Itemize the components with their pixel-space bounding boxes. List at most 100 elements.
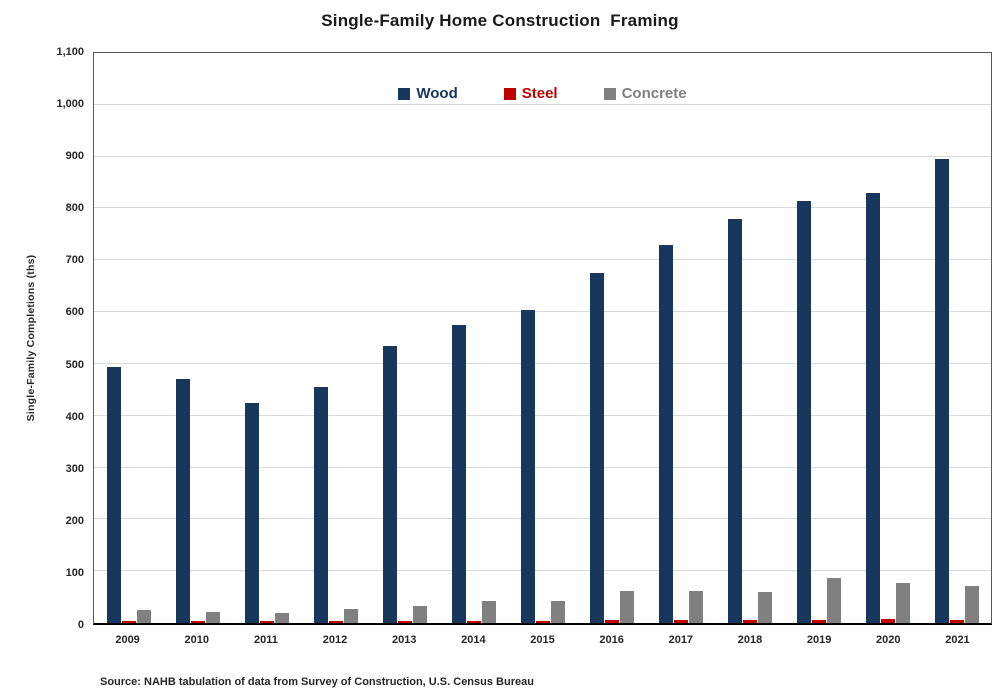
- gridline: [94, 311, 991, 313]
- y-tick-label-100: 100: [65, 566, 84, 579]
- bar-group-2011: [232, 53, 301, 623]
- bar-wood-2012: [313, 387, 328, 623]
- x-tick-label-2014: 2014: [461, 634, 486, 646]
- bar-group-2009: [94, 53, 163, 623]
- chart-legend: Wood Steel Concrete: [94, 85, 991, 102]
- bar-wood-2019: [796, 200, 811, 623]
- bar-steel-2021: [949, 620, 964, 623]
- bar-group-2021: [922, 53, 991, 623]
- x-tick-label-2018: 2018: [737, 634, 763, 646]
- bar-concrete-2016: [619, 590, 634, 623]
- x-tick-label-2009: 2009: [115, 634, 140, 646]
- plot-area: Wood Steel Concrete: [93, 52, 992, 625]
- x-tick-label-2021: 2021: [945, 634, 970, 646]
- x-tick-label-2015: 2015: [530, 634, 555, 646]
- bar-wood-2009: [106, 366, 121, 623]
- y-tick-label-500: 500: [65, 358, 84, 371]
- gridline: [94, 155, 991, 157]
- gridline: [94, 466, 991, 468]
- source-note: Source: NAHB tabulation of data from Sur…: [100, 676, 534, 688]
- bar-concrete-2019: [826, 577, 841, 623]
- legend-label-steel: Steel: [521, 85, 558, 102]
- bar-steel-2017: [673, 620, 688, 623]
- bar-group-2018: [715, 53, 784, 623]
- y-tick-label-800: 800: [65, 202, 84, 215]
- bar-steel-2011: [259, 620, 274, 623]
- bar-steel-2015: [535, 620, 550, 623]
- bar-wood-2016: [589, 273, 604, 623]
- x-tick-label-2019: 2019: [806, 634, 832, 646]
- bar-wood-2011: [244, 402, 259, 623]
- bar-wood-2015: [520, 309, 535, 623]
- bar-concrete-2015: [550, 600, 565, 623]
- bar-groups: [94, 53, 991, 623]
- y-tick-label-300: 300: [65, 462, 84, 475]
- gridline: [94, 103, 991, 105]
- bar-steel-2012: [328, 620, 343, 623]
- y-tick-label-600: 600: [65, 306, 84, 319]
- legend-label-concrete: Concrete: [621, 85, 687, 102]
- bar-steel-2010: [190, 620, 205, 623]
- bar-steel-2013: [397, 620, 412, 623]
- y-tick-label-0: 0: [77, 619, 84, 631]
- chart-title: Single-Family Home Construction Framing: [321, 11, 679, 30]
- legend-item-steel: Steel: [503, 85, 558, 102]
- gridline: [94, 570, 991, 572]
- gridline: [94, 207, 991, 209]
- bar-wood-2021: [934, 159, 949, 623]
- y-tick-label-900: 900: [65, 150, 84, 163]
- bar-group-2017: [646, 53, 715, 623]
- bar-group-2019: [784, 53, 853, 623]
- y-tick-label-400: 400: [65, 410, 84, 423]
- legend-item-wood: Wood: [398, 85, 458, 102]
- y-tick-label-700: 700: [65, 254, 84, 267]
- bar-steel-2009: [121, 621, 136, 623]
- bar-steel-2018: [742, 620, 757, 623]
- x-tick-label-2016: 2016: [599, 634, 624, 646]
- x-axis-labels: 2009 2010 2011 2012 2013 2014 2015 2016 2017 2018…: [93, 634, 992, 646]
- y-tick-label-1,000: 1,000: [56, 98, 84, 111]
- bar-concrete-2013: [412, 605, 427, 623]
- legend-label-wood: Wood: [416, 85, 458, 102]
- x-tick-label-2017: 2017: [668, 634, 694, 646]
- bar-group-2014: [439, 53, 508, 623]
- bar-wood-2010: [175, 379, 190, 623]
- bar-wood-2020: [865, 192, 880, 623]
- bar-concrete-2010: [205, 611, 220, 623]
- bar-wood-2017: [658, 244, 673, 623]
- y-axis-title: Single-Family Completions (ths): [25, 254, 37, 422]
- bar-concrete-2011: [274, 612, 289, 623]
- gridline: [94, 414, 991, 416]
- y-tick-label-1,100: 1,100: [56, 46, 84, 58]
- legend-marker-concrete-icon: [603, 87, 616, 100]
- bar-concrete-2018: [757, 591, 772, 623]
- bar-concrete-2017: [688, 590, 703, 623]
- bar-steel-2019: [811, 620, 826, 623]
- bar-steel-2016: [604, 620, 619, 623]
- bar-concrete-2021: [964, 585, 979, 623]
- bar-wood-2013: [382, 345, 397, 623]
- bar-group-2020: [853, 53, 922, 623]
- bar-concrete-2020: [895, 583, 910, 623]
- bar-concrete-2012: [343, 609, 358, 623]
- x-tick-label-2020: 2020: [876, 634, 901, 646]
- bar-group-2012: [301, 53, 370, 623]
- bar-wood-2014: [451, 325, 466, 623]
- bar-concrete-2014: [481, 600, 496, 623]
- bar-wood-2018: [727, 218, 742, 623]
- bar-group-2015: [508, 53, 577, 623]
- x-tick-label-2010: 2010: [184, 634, 209, 646]
- bar-group-2013: [370, 53, 439, 623]
- bar-steel-2020: [880, 618, 895, 623]
- legend-marker-wood-icon: [398, 87, 411, 100]
- bar-concrete-2009: [136, 610, 151, 623]
- y-tick-label-200: 200: [65, 514, 84, 527]
- x-tick-label-2011: 2011: [253, 634, 278, 646]
- bar-steel-2014: [466, 620, 481, 623]
- bar-group-2010: [163, 53, 232, 623]
- legend-item-concrete: Concrete: [603, 85, 687, 102]
- x-tick-label-2012: 2012: [322, 634, 348, 646]
- x-tick-label-2013: 2013: [391, 634, 417, 646]
- gridline: [94, 259, 991, 261]
- gridline: [94, 362, 991, 364]
